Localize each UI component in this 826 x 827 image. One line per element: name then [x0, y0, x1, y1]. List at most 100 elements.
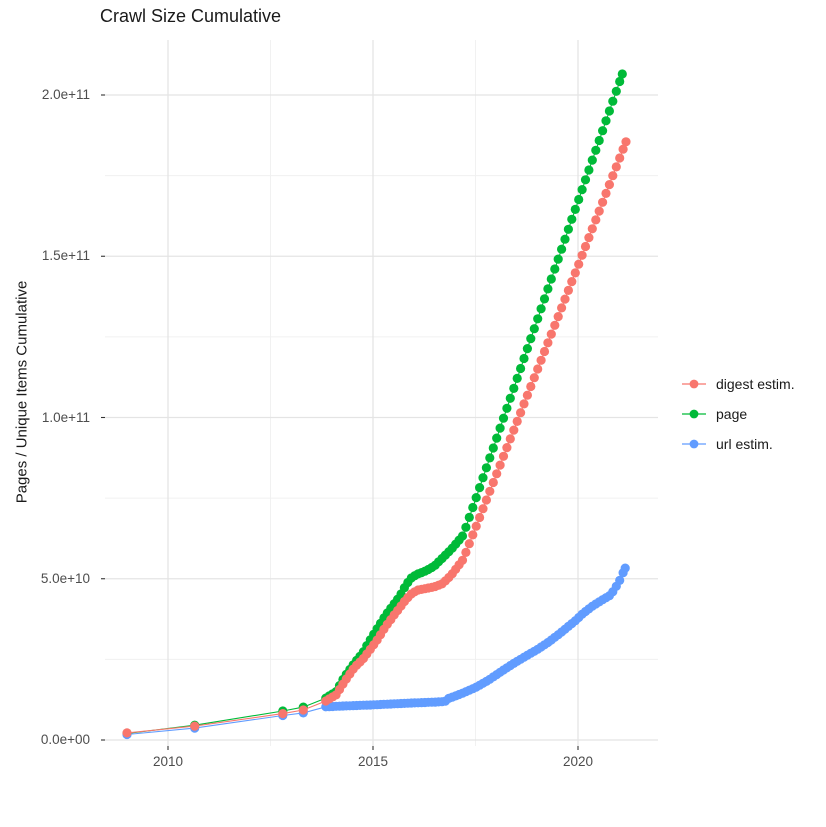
data-point-digest-estim: [478, 504, 488, 514]
data-point-digest-estim: [543, 338, 553, 348]
data-point-digest-estim: [505, 434, 515, 444]
data-point-digest-estim: [533, 364, 543, 374]
data-point-digest-estim: [471, 521, 481, 531]
legend-item: page: [681, 404, 795, 423]
data-point-page: [543, 284, 553, 294]
data-point-url-estim: [620, 563, 630, 573]
data-point-digest-estim: [122, 728, 132, 738]
data-point-page: [546, 274, 556, 284]
data-point-page: [539, 294, 550, 304]
data-point-digest-estim: [563, 285, 574, 295]
data-point-page: [577, 185, 587, 195]
data-point-digest-estim: [481, 495, 491, 505]
data-point-digest-estim: [461, 547, 471, 558]
data-point-digest-estim: [529, 373, 539, 383]
data-point-page: [478, 473, 488, 483]
data-point-page: [557, 244, 567, 254]
data-point-page: [574, 194, 584, 205]
y-tick-label: 5.0e+10: [40, 570, 90, 586]
data-point-digest-estim: [475, 512, 485, 523]
x-tick-label: 2010: [152, 754, 184, 769]
data-point-page: [475, 483, 485, 493]
data-point-digest-estim: [601, 188, 611, 198]
legend-item-label: url estim.: [716, 435, 773, 452]
data-point-page: [502, 403, 512, 413]
data-point-page: [617, 69, 627, 79]
data-point-digest-estim: [587, 224, 597, 234]
data-point-page: [516, 363, 526, 374]
data-point-page: [615, 76, 625, 87]
data-point-digest-estim: [615, 153, 625, 163]
y-tick-label: 1.5e+11: [41, 248, 90, 264]
data-point-page: [522, 344, 533, 354]
data-point-page: [536, 304, 546, 314]
data-point-digest-estim: [584, 233, 594, 243]
data-point-page: [608, 96, 618, 106]
data-point-page: [488, 443, 498, 453]
data-point-page: [498, 413, 509, 423]
data-point-digest-estim: [512, 416, 522, 426]
data-point-digest-estim: [604, 180, 615, 190]
data-point-page: [529, 324, 539, 334]
data-point-page: [591, 145, 601, 155]
data-point-digest-estim: [488, 477, 498, 488]
data-point-digest-estim: [495, 460, 505, 470]
data-point-page: [563, 224, 574, 234]
legend-item: url estim.: [681, 434, 795, 453]
data-point-digest-estim: [560, 294, 570, 304]
data-point-digest-estim: [611, 162, 621, 172]
data-point-page: [519, 353, 529, 364]
legend: digest estim. page url estim.: [681, 374, 795, 464]
data-point-digest-estim: [591, 215, 601, 225]
data-point-page: [526, 334, 536, 344]
data-point-digest-estim: [526, 381, 536, 392]
data-point-page: [611, 86, 621, 96]
data-point-page: [505, 393, 515, 403]
data-point-page: [471, 493, 481, 503]
data-point-page: [481, 463, 491, 473]
data-point-page: [601, 116, 611, 126]
data-point-digest-estim: [509, 425, 519, 435]
legend-key-line-dot-icon: [682, 409, 706, 418]
data-point-page: [468, 502, 478, 513]
data-point-digest-estim: [492, 469, 502, 479]
data-point-digest-estim: [580, 241, 591, 252]
data-point-page: [584, 165, 594, 175]
data-point-page: [461, 522, 471, 532]
data-point-digest-estim: [485, 486, 495, 496]
data-point-page: [550, 264, 560, 274]
data-point-page: [457, 531, 468, 541]
data-point-page: [485, 453, 495, 463]
legend-item-label: page: [716, 405, 748, 422]
data-point-url-estim: [615, 575, 625, 586]
data-point-digest-estim: [567, 277, 577, 287]
data-point-digest-estim: [594, 206, 604, 216]
data-point-digest-estim: [464, 539, 474, 549]
data-point-digest-estim: [539, 346, 550, 357]
data-point-digest-estim: [519, 399, 529, 409]
data-point-page: [533, 314, 543, 324]
data-point-page: [570, 204, 580, 214]
data-point-digest-estim: [553, 312, 563, 322]
data-point-digest-estim: [536, 355, 546, 365]
legend-key-line-dot-icon: [682, 439, 706, 448]
data-point-page: [553, 254, 563, 264]
data-point-digest-estim: [546, 329, 556, 339]
data-point-digest-estim: [570, 268, 580, 278]
data-point-digest-estim: [621, 137, 631, 147]
y-tick-label: 1.0e+11: [41, 409, 90, 425]
data-point-digest-estim: [557, 303, 567, 313]
data-point-digest-estim: [618, 144, 628, 154]
data-point-page: [560, 234, 570, 244]
data-point-digest-estim: [522, 390, 533, 400]
legend-item: digest estim.: [681, 374, 795, 393]
data-point-digest-estim: [190, 721, 200, 731]
y-tick-label: 0.0e+00: [40, 732, 90, 747]
data-point-page: [587, 155, 597, 165]
data-point-digest-estim: [516, 408, 526, 418]
data-point-page: [567, 214, 577, 224]
legend-item-label: digest estim.: [716, 375, 795, 392]
data-point-page: [464, 512, 474, 523]
data-point-digest-estim: [298, 705, 308, 715]
